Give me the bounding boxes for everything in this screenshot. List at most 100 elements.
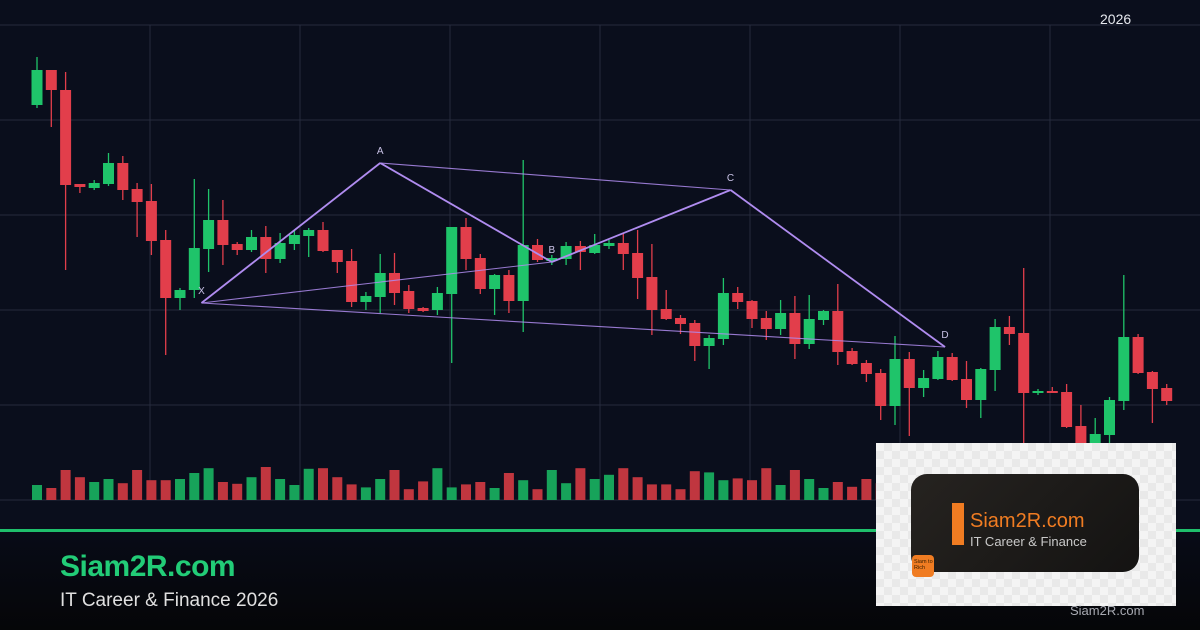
separator-line xyxy=(0,529,1200,532)
pattern-label-b: B xyxy=(548,245,555,256)
candle-body xyxy=(260,237,272,259)
candle xyxy=(88,180,100,190)
candle xyxy=(603,240,615,249)
pattern-line-ac xyxy=(380,162,731,191)
candle xyxy=(846,348,858,365)
candle-body xyxy=(818,311,829,320)
candle-body xyxy=(403,291,415,309)
candle xyxy=(1146,371,1158,423)
volume-bar xyxy=(260,467,271,500)
candlestick-chart: X A B C D xyxy=(0,24,1200,501)
volume-bar xyxy=(475,482,486,500)
candle xyxy=(1132,334,1144,374)
candle xyxy=(1104,397,1115,445)
candle xyxy=(131,183,143,237)
candle xyxy=(103,153,114,186)
volume-bar xyxy=(532,489,543,500)
volume-bar xyxy=(818,488,829,500)
candle-body xyxy=(732,293,744,302)
candle xyxy=(832,284,844,365)
volume-bar xyxy=(332,477,343,500)
candle-body xyxy=(374,273,386,297)
candle-body xyxy=(932,357,944,379)
candle xyxy=(760,311,772,340)
candle-body xyxy=(389,273,400,293)
candle-body xyxy=(74,184,86,187)
candle xyxy=(431,287,443,315)
logo-bar-icon xyxy=(952,503,964,545)
candle xyxy=(331,250,343,273)
candle-body xyxy=(903,359,915,388)
candle-body xyxy=(489,275,501,289)
candle xyxy=(288,230,300,250)
volume-bar xyxy=(503,473,514,500)
pattern-line-xb xyxy=(201,261,552,304)
candle-body xyxy=(417,308,429,311)
candle xyxy=(1075,405,1087,445)
candle-body xyxy=(1104,400,1115,435)
candle-body xyxy=(131,189,143,202)
volume-bar xyxy=(146,480,157,500)
candle xyxy=(775,300,787,335)
volume-bar xyxy=(847,486,858,500)
volume-bar xyxy=(46,488,57,500)
volume-bar xyxy=(60,470,71,500)
candle-body xyxy=(103,163,114,184)
volume-bar xyxy=(418,481,429,500)
volume-bar xyxy=(446,487,457,500)
candle-body xyxy=(574,246,586,252)
candle xyxy=(989,319,1001,391)
volume-bar xyxy=(117,483,128,500)
candle-body xyxy=(603,243,615,246)
volume-bar xyxy=(675,489,686,500)
candle-body xyxy=(1075,426,1087,445)
candle xyxy=(875,369,887,420)
volume-bar xyxy=(546,470,557,500)
candle xyxy=(1018,268,1030,450)
volume-bar xyxy=(74,477,85,500)
candle xyxy=(732,287,744,309)
candle-body xyxy=(803,319,815,344)
volume-bar xyxy=(32,485,42,500)
pattern-label-d: D xyxy=(941,330,948,341)
candle-body xyxy=(331,250,343,262)
pattern-line-xd xyxy=(201,302,946,348)
candle xyxy=(188,179,200,298)
candle xyxy=(1032,389,1044,395)
volume-bar xyxy=(389,470,400,500)
volume-bar xyxy=(360,487,371,500)
volume-bar xyxy=(203,468,214,500)
candle-body xyxy=(703,338,715,346)
candle-body xyxy=(675,318,686,324)
pattern-label-c: C xyxy=(727,173,734,184)
volume-bar xyxy=(489,488,500,500)
candle-body xyxy=(961,379,972,400)
candle xyxy=(1061,384,1073,428)
candle xyxy=(1118,275,1130,410)
candle xyxy=(217,200,229,265)
candle-body xyxy=(517,245,529,301)
candle xyxy=(689,320,701,361)
candle xyxy=(932,351,944,380)
candle-body xyxy=(460,227,472,259)
candle-body xyxy=(975,369,987,400)
candle xyxy=(546,255,558,265)
candle-body xyxy=(31,70,43,105)
volume-bar xyxy=(318,468,328,500)
candle-body xyxy=(1118,337,1130,401)
candle-body xyxy=(946,357,958,380)
candle xyxy=(403,285,415,313)
volume-bar xyxy=(718,480,729,500)
candle xyxy=(417,307,429,312)
candle-body xyxy=(288,235,300,244)
candle-body xyxy=(860,363,872,374)
candle xyxy=(946,353,958,381)
candle-body xyxy=(503,275,515,301)
candle-body xyxy=(45,70,57,90)
candle xyxy=(1003,316,1015,345)
candle xyxy=(746,300,758,328)
volume-bar xyxy=(575,468,586,500)
volume-bar xyxy=(861,479,872,500)
watermark: Siam2R.com xyxy=(1070,603,1145,618)
candle-body xyxy=(746,301,758,319)
